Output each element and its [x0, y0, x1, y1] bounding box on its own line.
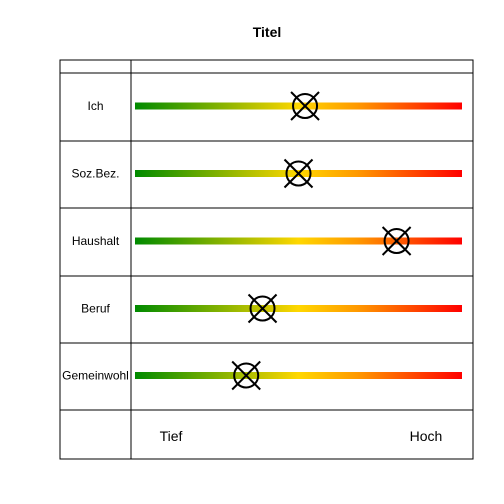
row-label: Soz.Bez.: [71, 167, 119, 181]
rating-marker: [290, 91, 320, 121]
row-label: Haushalt: [72, 234, 120, 248]
scale-high-label: Hoch: [410, 428, 443, 444]
table-grid: [59, 59, 474, 460]
rating-marker: [381, 226, 412, 256]
rating-row: Beruf: [81, 293, 462, 324]
rating-marker: [247, 293, 278, 324]
scale-bar: [135, 237, 462, 245]
rating-rows: Ich Soz.Bez. Haushalt Beruf Gemeinwohl: [62, 91, 462, 391]
rating-row: Soz.Bez.: [71, 158, 462, 189]
row-label: Beruf: [81, 302, 110, 316]
rating-row: Ich: [87, 91, 462, 121]
scale-bar: [135, 102, 462, 110]
rating-row: Gemeinwohl: [62, 360, 462, 391]
scale-low-label: Tief: [160, 428, 183, 444]
table-border: [59, 59, 474, 460]
rating-row: Haushalt: [72, 226, 462, 256]
scale-bar: [135, 372, 462, 379]
row-label: Ich: [87, 99, 103, 113]
scale-bar: [135, 305, 462, 312]
rating-marker: [283, 158, 314, 189]
rating-marker: [231, 360, 261, 391]
row-label: Gemeinwohl: [62, 369, 129, 383]
chart-title: Titel: [253, 24, 282, 40]
